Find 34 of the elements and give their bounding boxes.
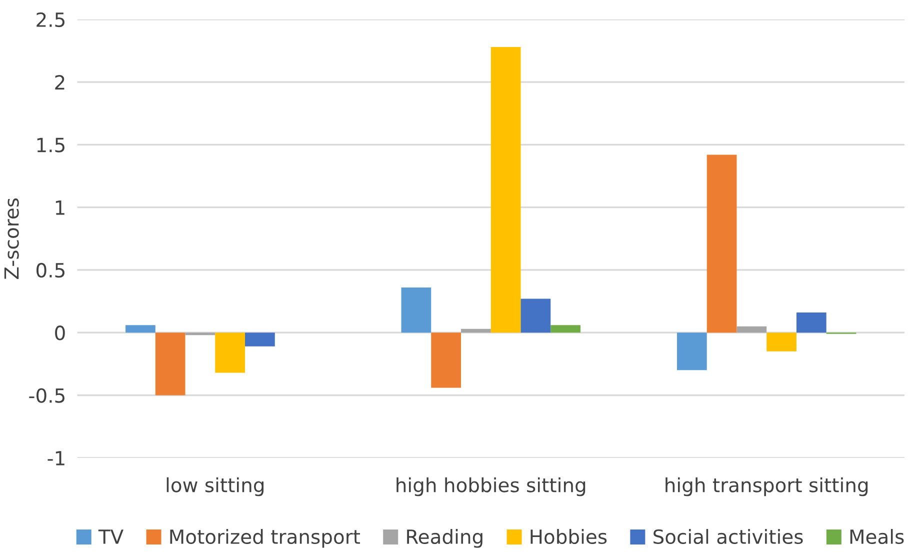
bar: [155, 332, 186, 396]
bar: [490, 46, 521, 333]
bar: [245, 332, 275, 346]
bar: [520, 298, 551, 333]
y-tick-label: 2.5: [36, 12, 64, 28]
bar: [706, 154, 737, 333]
legend-label: Motorized transport: [170, 528, 360, 548]
y-tick-label: 2: [55, 75, 64, 90]
bar: [460, 328, 491, 333]
legend-label: Hobbies: [530, 528, 607, 544]
bar: [185, 332, 216, 336]
y-tick-label: -1: [48, 451, 64, 466]
y-tick-label: 1.5: [37, 138, 64, 152]
bar: [401, 288, 432, 333]
bar: [736, 326, 767, 333]
legend-label: Social activities: [654, 528, 803, 544]
y-tick-label: 0: [55, 326, 65, 340]
x-tick-label: high transport sitting: [666, 477, 868, 496]
y-tick-label: 0.5: [36, 262, 64, 278]
bar: [766, 332, 796, 352]
bar: [676, 332, 707, 370]
bar: [431, 332, 461, 388]
y-tick-label: 1: [56, 200, 64, 215]
legend-label: Meals: [850, 528, 904, 544]
y-tick-label: -0.5: [29, 388, 64, 403]
legend-label: Reading: [407, 528, 482, 548]
x-tick-label: low sitting: [166, 477, 264, 496]
y-axis-title: Z-scores: [4, 198, 19, 279]
legend-label: TV: [98, 530, 124, 544]
x-tick-label: high hobbies sitting: [396, 477, 586, 496]
bar: [550, 325, 580, 333]
bar: [215, 332, 245, 373]
bar: [126, 325, 156, 333]
bar: [796, 312, 826, 333]
